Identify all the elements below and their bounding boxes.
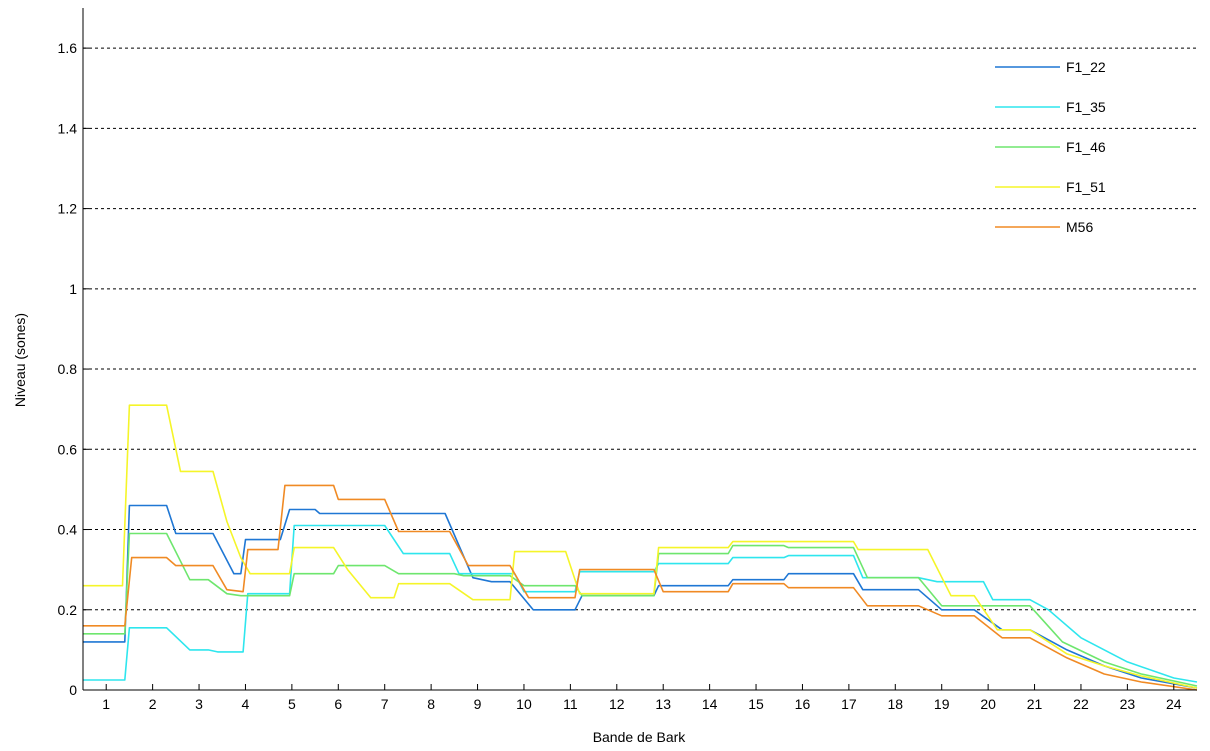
x-tick-label: 21 (1027, 696, 1043, 712)
x-tick-label: 19 (934, 696, 950, 712)
x-tick-label: 20 (980, 696, 996, 712)
x-tick-label: 11 (563, 696, 578, 712)
x-tick-label: 8 (427, 696, 435, 712)
y-tick-label: 0.2 (58, 602, 78, 618)
x-tick-label: 22 (1073, 696, 1089, 712)
series-line-f1_22 (83, 504, 1198, 689)
x-tick-label: 18 (888, 696, 904, 712)
legend: F1_22 F1_35 F1_46 F1_51 M56 (995, 59, 1106, 235)
series-line-f1_46 (83, 532, 1198, 687)
y-tick-label: 1 (69, 281, 77, 297)
x-tick-label: 13 (655, 696, 671, 712)
y-tick-label: 0.8 (58, 361, 78, 377)
x-tick-label: 23 (1120, 696, 1136, 712)
y-tick-label: 0.4 (58, 522, 78, 538)
x-tick-label: 6 (334, 696, 342, 712)
x-tick-label: 15 (748, 696, 764, 712)
x-tick-label: 24 (1166, 696, 1182, 712)
legend-label-m56: M56 (1066, 219, 1093, 235)
series-line-m56 (83, 484, 1198, 691)
y-axis-label: Niveau (sones) (12, 313, 28, 407)
series-lines (83, 404, 1198, 691)
legend-label-f1_22: F1_22 (1066, 59, 1106, 75)
x-tick-label: 10 (516, 696, 532, 712)
x-tick-label: 5 (288, 696, 296, 712)
axes (82, 8, 1197, 691)
x-tick-label: 3 (195, 696, 203, 712)
legend-label-f1_51: F1_51 (1066, 179, 1106, 195)
legend-label-f1_35: F1_35 (1066, 99, 1106, 115)
x-tick-label: 4 (242, 696, 250, 712)
legend-label-f1_46: F1_46 (1066, 139, 1106, 155)
x-tick-label: 9 (474, 696, 482, 712)
x-tick-label: 12 (609, 696, 625, 712)
y-tick-label: 0.6 (58, 441, 78, 457)
y-grid-lines (83, 47, 1197, 611)
x-tick-label: 17 (841, 696, 857, 712)
x-tick-label: 14 (702, 696, 718, 712)
series-line-f1_51 (83, 404, 1198, 689)
tick-labels: 00.20.40.60.811.21.41.61 2 3 4 5 6 7 8 9 10 11 12 13… (58, 40, 1182, 712)
y-tick-label: 0 (69, 682, 77, 698)
y-tick-label: 1.4 (58, 120, 78, 136)
x-tick-label: 1 (102, 696, 110, 712)
x-tick-label: 2 (149, 696, 157, 712)
x-axis-label: Bande de Bark (593, 729, 687, 745)
y-tick-label: 1.2 (58, 201, 78, 217)
x-tick-label: 7 (381, 696, 389, 712)
y-tick-label: 1.6 (58, 40, 78, 56)
x-tick-label: 16 (795, 696, 811, 712)
